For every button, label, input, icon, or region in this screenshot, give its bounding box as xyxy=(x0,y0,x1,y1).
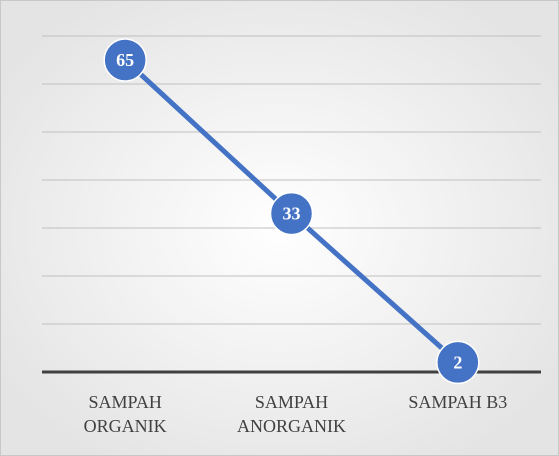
data-label: 65 xyxy=(116,50,134,70)
marker xyxy=(269,191,314,236)
x-tick-label: SAMPAH ANORGANIK xyxy=(237,392,346,436)
data-label: 2 xyxy=(453,352,462,372)
data-label: 33 xyxy=(283,204,301,224)
x-tick-label: SAMPAH B3 xyxy=(408,392,508,412)
x-tick-label: SAMPAH ORGANIK xyxy=(83,392,167,436)
marker xyxy=(436,340,480,385)
marker xyxy=(103,38,147,82)
